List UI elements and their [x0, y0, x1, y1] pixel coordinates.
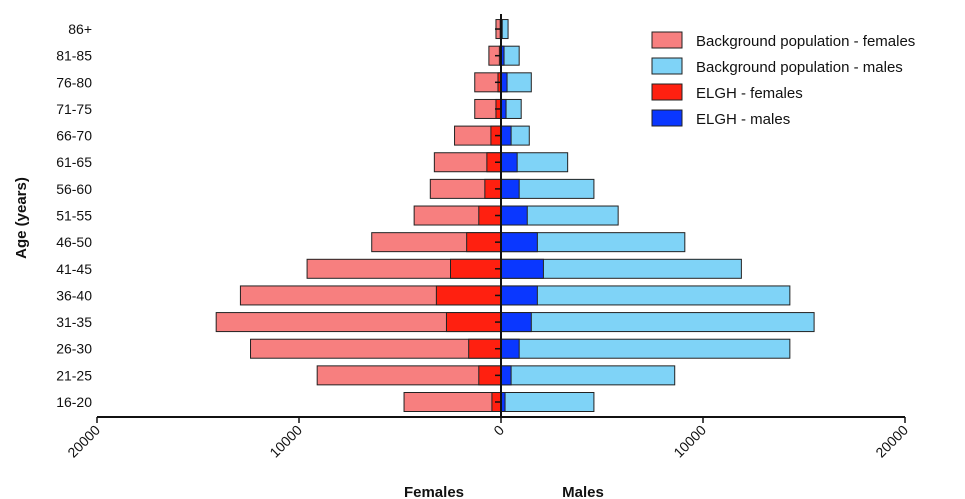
legend-label-background-population-females: Background population - females — [696, 33, 915, 50]
bar-elgh-males-41-45 — [500, 258, 544, 279]
y-tick-label: 36-40 — [56, 287, 92, 303]
x-axis-title-females: Females — [404, 484, 464, 499]
x-axis-title-males: Males — [562, 484, 604, 499]
axes — [96, 14, 906, 423]
y-tick-label: 66-70 — [56, 128, 92, 144]
legend: Background population - females Backgroun… — [651, 31, 915, 128]
bar-elgh-males-61-65 — [500, 152, 518, 173]
legend-label-elgh-females: ELGH - females — [696, 85, 803, 102]
legend-swatch-elgh-males — [651, 109, 683, 127]
x-tick-label: 10000 — [266, 422, 305, 461]
legend-swatch-background-population-males — [651, 57, 683, 75]
y-tick-label: 26-30 — [56, 341, 92, 357]
bar-elgh-males-56-60 — [500, 178, 520, 199]
bar-elgh-males-46-50 — [500, 232, 538, 253]
bar-elgh-females-41-45 — [450, 258, 502, 279]
legend-swatch-elgh-females — [651, 83, 683, 101]
legend-label-background-population-males: Background population - males — [696, 59, 903, 76]
bar-background-population-females-16-20 — [403, 392, 502, 412]
y-tick-label: 51-55 — [56, 208, 92, 224]
bar-elgh-males-36-40 — [500, 285, 538, 306]
x-tick-label: 20000 — [64, 422, 103, 461]
background-bars — [215, 19, 815, 412]
bar-elgh-females-36-40 — [435, 285, 502, 306]
y-tick-label: 71-75 — [56, 101, 92, 117]
y-tick-label: 31-35 — [56, 314, 92, 330]
bar-background-population-females-26-30 — [250, 338, 502, 359]
legend-swatch-background-population-females — [651, 31, 683, 49]
bar-background-population-males-21-25 — [500, 365, 676, 386]
y-tick-label: 41-45 — [56, 261, 92, 277]
bar-background-population-females-21-25 — [316, 365, 502, 386]
bar-background-population-males-31-35 — [500, 312, 815, 333]
bar-elgh-males-21-25 — [500, 365, 512, 386]
x-tick-labels: 20000 10000 0 10000 20000 — [64, 422, 911, 461]
y-axis-title: Age (years) — [13, 177, 30, 259]
legend-label-elgh-males: ELGH - males — [696, 111, 790, 128]
y-tick-label: 76-80 — [56, 74, 92, 90]
y-tick-label: 81-85 — [56, 48, 92, 64]
x-tick-label: 0 — [490, 422, 507, 439]
bar-elgh-males-31-35 — [500, 312, 532, 333]
y-tick-label: 46-50 — [56, 234, 92, 250]
y-tick-label: 61-65 — [56, 154, 92, 170]
bar-background-population-males-36-40 — [500, 285, 791, 306]
x-tick-label: 20000 — [872, 422, 911, 461]
bar-background-population-males-26-30 — [500, 338, 791, 359]
bar-elgh-females-31-35 — [445, 312, 502, 333]
x-tick-label: 10000 — [670, 422, 709, 461]
bar-elgh-males-51-55 — [500, 205, 528, 226]
bar-background-population-males-16-20 — [500, 392, 595, 412]
y-tick-label: 16-20 — [56, 394, 92, 410]
y-tick-labels: 16-20 21-25 26-30 31-35 36-40 41-45 46-50 51-55… — [56, 21, 92, 410]
y-tick-label: 86+ — [68, 21, 92, 37]
y-tick-label: 56-60 — [56, 181, 92, 197]
bar-elgh-males-66-70 — [500, 125, 512, 146]
bar-elgh-males-26-30 — [500, 338, 520, 359]
y-tick-label: 21-25 — [56, 367, 92, 383]
